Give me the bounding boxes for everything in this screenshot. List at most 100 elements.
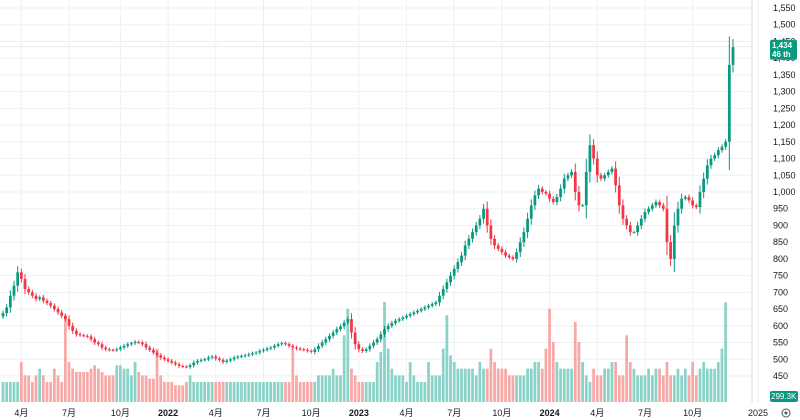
- volume-bar: [570, 368, 573, 402]
- volume-bar: [119, 365, 122, 402]
- candle-body: [34, 295, 38, 300]
- volume-bar: [71, 368, 75, 402]
- volume-bar: [548, 308, 551, 402]
- candle-body: [324, 339, 328, 343]
- candle-body: [691, 200, 695, 206]
- candle-body: [16, 272, 20, 286]
- volume-bar: [218, 382, 221, 402]
- volume-bar: [713, 368, 717, 402]
- time-tick-label: 4月: [209, 408, 223, 418]
- volume-bar: [34, 375, 38, 402]
- volume-bar: [163, 382, 166, 402]
- volume-bar: [324, 375, 328, 402]
- volume-bar: [108, 375, 111, 402]
- candle-body: [163, 357, 166, 360]
- volume-bar: [306, 382, 309, 402]
- volume-bar: [133, 362, 137, 402]
- candle-body: [705, 165, 709, 179]
- price-tick-label: 1,350: [773, 70, 796, 80]
- candle-body: [361, 349, 364, 351]
- candle-body: [526, 218, 529, 233]
- time-tick-label: 10月: [683, 408, 702, 418]
- volume-bar: [500, 368, 504, 402]
- candle-body: [63, 315, 67, 320]
- candle-body: [507, 255, 511, 258]
- volume-bar: [430, 375, 434, 402]
- volume-bar: [716, 362, 720, 402]
- volume-bar: [251, 382, 254, 402]
- gear-icon[interactable]: [781, 408, 791, 418]
- last-volume-label: 299.3K: [771, 392, 797, 401]
- candle-body: [144, 344, 148, 348]
- volume-bar: [665, 362, 669, 402]
- volume-bar: [445, 315, 449, 402]
- time-axis[interactable]: 4月 7月 10月 2022 4月 7月 10月 2023 4月 7月 10月 2024 4月 7月 10月…: [14, 408, 768, 418]
- candle-body: [643, 212, 647, 219]
- candle-body: [551, 198, 555, 203]
- candle-body: [570, 171, 573, 176]
- volume-bar: [199, 382, 203, 402]
- volume-bar: [298, 382, 302, 402]
- volume-bar: [210, 382, 214, 402]
- volume-bar: [23, 375, 27, 402]
- candle-body: [467, 238, 471, 246]
- candle-body: [621, 205, 625, 219]
- volume-bar: [496, 368, 500, 402]
- candle-body: [221, 359, 225, 362]
- time-tick-label: 10月: [302, 408, 321, 418]
- candle-body: [357, 344, 361, 350]
- volume-bar: [188, 375, 192, 402]
- candle-body: [67, 319, 71, 326]
- candle-body: [540, 188, 544, 192]
- volume-bar: [504, 368, 507, 402]
- candle-body: [665, 208, 669, 243]
- candle-body: [104, 347, 108, 350]
- candle-body: [38, 297, 42, 300]
- time-tick-label: 7月: [256, 408, 270, 418]
- volume-bar: [8, 382, 12, 402]
- candle-body: [97, 342, 100, 345]
- price-tick-label: 500: [773, 354, 788, 364]
- candle-body: [669, 242, 673, 259]
- candle-body: [185, 366, 188, 368]
- volume-bar: [5, 382, 9, 402]
- volume-bar: [372, 382, 375, 402]
- candle-body: [562, 178, 566, 189]
- candle-body: [702, 178, 706, 192]
- volume-bar: [698, 368, 702, 402]
- volume-bar: [317, 375, 320, 402]
- candle-body: [287, 344, 291, 346]
- candle-body: [727, 64, 731, 142]
- candle-body: [716, 150, 720, 156]
- candle-body: [41, 297, 45, 301]
- candle-body: [236, 356, 240, 358]
- volume-bar: [185, 382, 188, 402]
- candle-body: [350, 319, 353, 333]
- volume-bar: [614, 362, 617, 402]
- price-tick-label: 1,200: [773, 120, 796, 130]
- volume-bar: [85, 372, 89, 402]
- volume-bar: [544, 348, 548, 402]
- candle-body: [595, 158, 599, 176]
- volume-bar: [221, 382, 225, 402]
- volume-bar: [122, 368, 126, 402]
- volume-bar: [137, 372, 141, 402]
- volume-bar: [595, 375, 599, 402]
- volume-bars: [1, 302, 728, 402]
- candle-body: [141, 342, 144, 345]
- volume-bar: [148, 378, 152, 402]
- candle-body: [478, 218, 482, 226]
- time-tick-label: 2022: [158, 408, 178, 418]
- candle-body: [401, 317, 405, 320]
- volume-bar: [141, 375, 144, 402]
- volume-bar: [694, 375, 698, 402]
- volume-bar: [49, 382, 53, 402]
- candle-body: [342, 322, 346, 327]
- candle-body: [291, 345, 295, 348]
- price-tick-label: 750: [773, 271, 788, 281]
- candle-body: [731, 46, 735, 65]
- volume-bar: [346, 308, 350, 402]
- price-tick-label: 1,250: [773, 103, 796, 113]
- price-tick-label: 550: [773, 338, 788, 348]
